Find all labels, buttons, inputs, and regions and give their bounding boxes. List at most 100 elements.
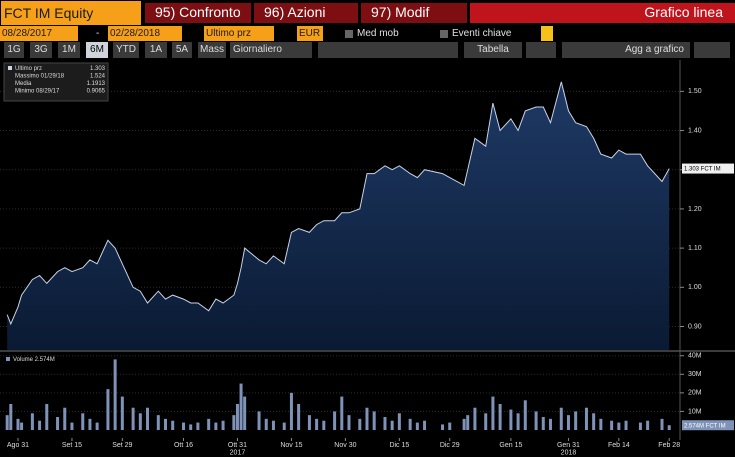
info-icon[interactable] (541, 26, 553, 41)
last-value-label: 2.574M FCT IM (684, 423, 726, 429)
volume-bar (113, 359, 117, 430)
volume-bar (466, 415, 470, 430)
period-button[interactable]: Mass (198, 42, 226, 58)
volume-bar (624, 420, 628, 430)
x-tick-label: Feb 14 (608, 442, 630, 449)
actions-button[interactable]: 96) Azioni (254, 0, 358, 26)
currency-select[interactable]: EUR (297, 26, 323, 41)
volume-bar (297, 404, 301, 430)
settings-button[interactable] (694, 42, 730, 58)
volume-bar (383, 417, 387, 430)
volume-bar (365, 407, 369, 430)
period-button[interactable]: 6M (86, 42, 108, 58)
volume-bar (638, 422, 642, 430)
volume-bar (541, 417, 545, 430)
volume-bar (322, 420, 326, 430)
volume-bar (397, 413, 401, 430)
stat-value: 0.9065 (87, 89, 106, 95)
compare-button[interactable]: 95) Confronto (145, 0, 251, 26)
moving-average-option[interactable]: Med mob (357, 28, 399, 39)
volume-bar (441, 424, 445, 430)
volume-bar (9, 404, 13, 430)
stat-label: Media (15, 81, 32, 87)
volume-bar (307, 415, 311, 430)
volume-bar (599, 418, 603, 430)
last-value-box (682, 420, 734, 431)
stat-label: Massimo 01/29/18 (15, 74, 65, 80)
volume-bar (189, 424, 193, 430)
volume-bar (282, 422, 286, 430)
volume-bar (257, 411, 261, 430)
volume-bar (16, 418, 20, 430)
y-tick-label: 10M (688, 408, 702, 415)
volume-bar (498, 404, 502, 430)
add-to-chart-button[interactable]: Agg a grafico (562, 42, 690, 58)
stat-value: 1.524 (90, 74, 106, 80)
start-date[interactable]: 08/28/2017 (0, 26, 78, 41)
price-line (6, 81, 670, 326)
x-tick-label: Ott 31 (228, 442, 247, 449)
x-tick-label: Dic 15 (389, 442, 409, 449)
volume-bar (390, 420, 394, 430)
volume-bar (574, 411, 578, 430)
volume-bar (271, 420, 275, 430)
checkbox[interactable] (440, 30, 448, 38)
checkbox[interactable] (345, 30, 353, 38)
volume-bar (138, 413, 142, 430)
y-tick-label: 20M (688, 390, 702, 397)
x-tick-label: Set 15 (62, 442, 82, 449)
legend-box (3, 62, 109, 102)
period-button[interactable]: 5A (172, 42, 192, 58)
volume-bar (45, 404, 49, 430)
key-events-option[interactable]: Eventi chiave (452, 28, 512, 39)
period-button[interactable]: YTD (113, 42, 139, 58)
period-button[interactable]: 1A (145, 42, 167, 58)
volume-bar (232, 415, 236, 430)
legend: Ultimo prz 1.303 Massimo 01/29/18 1.524 Medi… (3, 62, 109, 102)
volume-bar (56, 417, 60, 430)
volume-bar (473, 407, 477, 430)
volume-bar (462, 418, 466, 430)
volume-bar (239, 383, 243, 430)
volume-bar (235, 404, 239, 430)
x-tick-label: Gen 15 (499, 442, 522, 449)
volume-bar (5, 415, 9, 430)
volume-bar (207, 418, 211, 430)
edit-button[interactable]: 97) Modif (361, 0, 467, 26)
table-button[interactable]: Tabella (464, 42, 522, 58)
period-button[interactable]: 1M (58, 42, 80, 58)
collapse-button[interactable] (526, 42, 556, 58)
volume-bar (164, 418, 168, 430)
volume-bar (70, 422, 74, 430)
y-tick-label: 1.50 (688, 88, 702, 95)
drawing-tools[interactable] (318, 42, 458, 58)
volume-bar (264, 418, 268, 430)
legend-value: 1.303 (90, 66, 106, 72)
volume-bar (534, 411, 538, 430)
volume-bar (509, 409, 513, 430)
volume-bar (156, 415, 160, 430)
frequency-select[interactable]: Giornaliero (230, 42, 312, 58)
volume-bar (106, 389, 110, 430)
volume-bar (610, 420, 614, 430)
period-button[interactable]: 3G (30, 42, 52, 58)
field-select[interactable]: Ultimo prz (204, 26, 274, 41)
period-button[interactable]: 1G (4, 42, 24, 58)
volume-bar (146, 407, 150, 430)
volume-bar (20, 422, 24, 430)
end-date[interactable]: 02/28/2018 (108, 26, 182, 41)
volume-bar (63, 407, 67, 430)
volume-bar (196, 422, 200, 430)
volume-bar (423, 420, 427, 430)
ticker[interactable]: FCT IM Equity (0, 0, 142, 26)
volume-bar (333, 411, 337, 430)
year-label: 2017 (230, 449, 246, 456)
volume-bar (358, 418, 362, 430)
area-fill (7, 81, 670, 351)
stat-value: 1.1913 (87, 81, 106, 87)
volume-bar (448, 422, 452, 430)
y-tick-label: 40M (688, 353, 702, 360)
volume-bar (347, 415, 351, 430)
